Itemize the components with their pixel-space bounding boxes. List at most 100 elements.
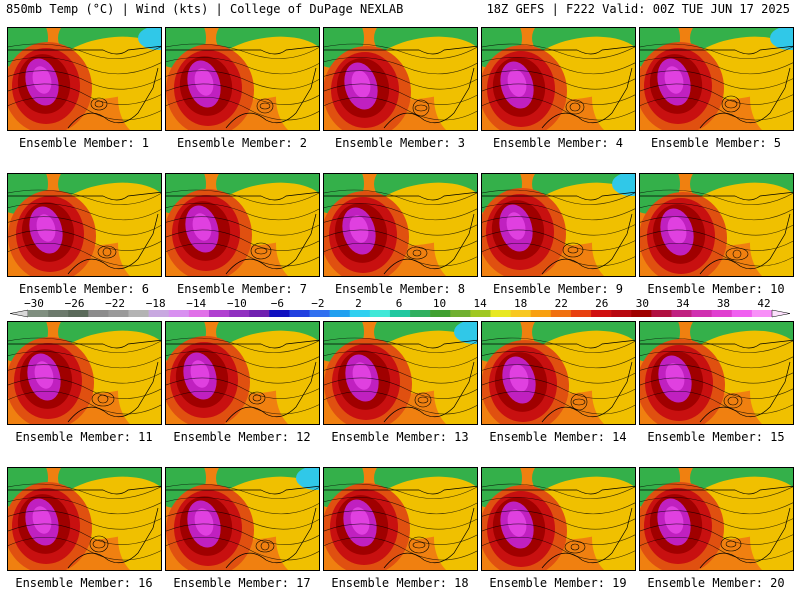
- colorbar-max-arrow: [771, 309, 791, 318]
- colorbar-swatch: [530, 310, 552, 317]
- ensemble-member-label: Ensemble Member: 4: [492, 136, 624, 150]
- ensemble-map-panel: [323, 173, 478, 277]
- colorbar-tick-label: 18: [514, 297, 527, 310]
- colorbar-tick-label: 26: [595, 297, 608, 310]
- ensemble-member-label: Ensemble Member: 3: [334, 136, 466, 150]
- colorbar-swatch: [510, 310, 532, 317]
- colorbar-swatch: [711, 310, 733, 317]
- colorbar-swatch: [48, 310, 69, 317]
- colorbar-swatch: [751, 310, 773, 317]
- ensemble-member-label: Ensemble Member: 13: [331, 430, 469, 444]
- colorbar-tick-label: 38: [717, 297, 730, 310]
- colorbar-swatch: [389, 310, 411, 317]
- ensemble-map-panel: [323, 467, 478, 571]
- ensemble-map-panel: [323, 321, 478, 425]
- colorbar-tick-label: 34: [676, 297, 690, 310]
- colorbar-swatch: [430, 310, 451, 317]
- ensemble-member-label: Ensemble Member: 6: [18, 282, 150, 296]
- ensemble-member-label: Ensemble Member: 17: [173, 576, 311, 590]
- colorbar-swatch: [550, 310, 572, 317]
- color-scale-bar: −30 −26 −22 −18 −14 −10 −6 −2 2 6 10 14 18 22 26 30 34 38…: [9, 297, 791, 318]
- colorbar-swatch: [309, 310, 330, 317]
- colorbar-tick-label: 2: [355, 297, 362, 310]
- colorbar-swatch: [289, 310, 310, 317]
- colorbar-tick-label: −2: [311, 297, 324, 310]
- colorbar-tick-label: −6: [271, 297, 284, 310]
- ensemble-map-panel: [165, 467, 320, 571]
- colorbar-swatch: [68, 310, 89, 317]
- colorbar-min-arrow: [9, 309, 29, 318]
- ensemble-map-panel: [481, 321, 636, 425]
- ensemble-member-label: Ensemble Member: 11: [15, 430, 153, 444]
- colorbar-swatch: [168, 310, 190, 317]
- colorbar-swatch: [229, 310, 250, 317]
- ensemble-member-label: Ensemble Member: 14: [489, 430, 627, 444]
- ensemble-member-label: Ensemble Member: 15: [647, 430, 785, 444]
- colorbar-tick-label: 6: [396, 297, 403, 310]
- colorbar-tick-label: 22: [555, 297, 568, 310]
- ensemble-map-panel: [7, 467, 162, 571]
- ensemble-member-label: Ensemble Member: 20: [647, 576, 785, 590]
- ensemble-map-panel: [481, 27, 636, 131]
- ensemble-map-panel: [7, 173, 162, 277]
- colorbar-swatch: [369, 310, 391, 317]
- colorbar-swatch: [249, 310, 270, 317]
- ensemble-map-panel: [165, 321, 320, 425]
- ensemble-member-label: Ensemble Member: 7: [176, 282, 308, 296]
- colorbar-tick-label: 42: [757, 297, 770, 310]
- ensemble-map-panel: [323, 27, 478, 131]
- ensemble-map-panel: [639, 173, 794, 277]
- header-valid-time: 18Z GEFS | F222 Valid: 00Z TUE JUN 17 20…: [486, 2, 790, 16]
- colorbar-tick-label: −10: [227, 297, 247, 310]
- ensemble-map-panel: [481, 467, 636, 571]
- colorbar-swatch: [691, 310, 712, 317]
- colorbar-swatch: [410, 310, 431, 317]
- ensemble-member-label: Ensemble Member: 1: [18, 136, 150, 150]
- ensemble-member-label: Ensemble Member: 9: [492, 282, 624, 296]
- colorbar-swatch: [570, 310, 592, 317]
- colorbar-swatch: [108, 310, 129, 317]
- ensemble-member-label: Ensemble Member: 2: [176, 136, 308, 150]
- ensemble-member-label: Ensemble Member: 8: [334, 282, 466, 296]
- colorbar-swatch: [490, 310, 511, 317]
- colorbar-tick-label: 10: [433, 297, 446, 310]
- ensemble-member-label: Ensemble Member: 5: [650, 136, 782, 150]
- colorbar-tick-label: −26: [65, 297, 85, 310]
- colorbar-swatch: [671, 310, 692, 317]
- colorbar-swatch: [631, 310, 652, 317]
- colorbar-tick-label: 30: [636, 297, 649, 310]
- ensemble-member-label: Ensemble Member: 19: [489, 576, 627, 590]
- colorbar-tick-label: −22: [105, 297, 125, 310]
- colorbar-swatch: [651, 310, 672, 317]
- ensemble-map-panel: [165, 27, 320, 131]
- ensemble-map-panel: [639, 27, 794, 131]
- ensemble-map-panel: [481, 173, 636, 277]
- colorbar-swatch: [148, 310, 170, 317]
- colorbar-swatch: [208, 310, 230, 317]
- colorbar-swatch: [349, 310, 371, 317]
- colorbar-tick-label: −14: [186, 297, 206, 310]
- colorbar-swatch: [731, 310, 753, 317]
- ensemble-member-label: Ensemble Member: 16: [15, 576, 153, 590]
- colorbar-swatch: [591, 310, 612, 317]
- ensemble-map-panel: [7, 27, 162, 131]
- ensemble-member-label: Ensemble Member: 18: [331, 576, 469, 590]
- colorbar-tick-label: 14: [473, 297, 487, 310]
- ensemble-member-label: Ensemble Member: 12: [173, 430, 311, 444]
- ensemble-map-panel: [7, 321, 162, 425]
- colorbar-swatch: [88, 310, 109, 317]
- colorbar-swatch: [128, 310, 149, 317]
- colorbar-swatch: [28, 310, 49, 317]
- ensemble-map-panel: [639, 467, 794, 571]
- ensemble-map-panel: [639, 321, 794, 425]
- colorbar-swatch: [188, 310, 210, 317]
- colorbar-swatch: [450, 310, 471, 317]
- colorbar-tick-label: −18: [146, 297, 166, 310]
- colorbar-tick-label: −30: [24, 297, 44, 310]
- colorbar-swatch: [611, 310, 632, 317]
- ensemble-member-label: Ensemble Member: 10: [647, 282, 785, 296]
- colorbar-swatch: [269, 310, 290, 317]
- header-title: 850mb Temp (°C) | Wind (kts) | College o…: [6, 2, 404, 16]
- colorbar-swatch: [470, 310, 491, 317]
- ensemble-map-panel: [165, 173, 320, 277]
